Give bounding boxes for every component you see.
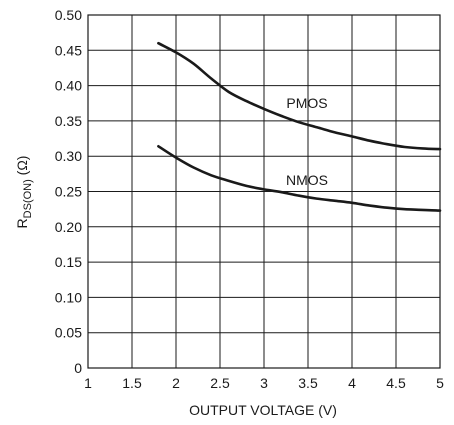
y-tick-label: 0.10 [55, 289, 82, 305]
series-line-pmos [157, 41, 442, 151]
series-line-nmos [157, 145, 442, 212]
x-tick-label: 4.5 [386, 375, 406, 391]
plot-frame [87, 14, 441, 369]
y-axis-title-unit: (Ω) [14, 156, 30, 180]
y-tick-label: 0.15 [55, 254, 82, 270]
x-tick-label: 1 [84, 375, 92, 391]
y-axis-title: RDS(ON) (Ω) [14, 156, 34, 229]
y-tick-label: 0.35 [55, 113, 82, 129]
x-tick-labels: 1 1.5 2 2.5 3 3.5 4 4.5 5 [84, 375, 444, 391]
y-tick-label: 0.50 [55, 7, 82, 23]
x-tick-label: 2.5 [210, 375, 230, 391]
y-axis-title-main: R [14, 218, 30, 228]
y-tick-label: 0.25 [55, 184, 82, 200]
y-tick-label: 0.20 [55, 219, 82, 235]
y-tick-label: 0.30 [55, 148, 82, 164]
y-tick-label: 0.05 [55, 325, 82, 341]
y-axis-title-subscript: DS(ON) [22, 179, 34, 218]
y-tick-label: 0.45 [55, 42, 82, 58]
x-tick-label: 1.5 [122, 375, 142, 391]
series-label-pmos: PMOS [286, 95, 327, 111]
series-label-nmos: NMOS [286, 172, 328, 188]
x-tick-label: 3 [260, 375, 268, 391]
x-axis-title: OUTPUT VOLTAGE (V) [189, 402, 337, 418]
y-tick-label: 0 [74, 360, 82, 376]
series-group [157, 41, 442, 212]
y-tick-labels: 0 0.05 0.10 0.15 0.20 0.25 0.30 0.35 0.40 0.45 0.5… [55, 7, 82, 376]
y-tick-label: 0.40 [55, 78, 82, 94]
x-tick-label: 4 [348, 375, 356, 391]
x-tick-label: 5 [436, 375, 444, 391]
x-tick-label: 2 [172, 375, 180, 391]
x-tick-label: 3.5 [298, 375, 318, 391]
